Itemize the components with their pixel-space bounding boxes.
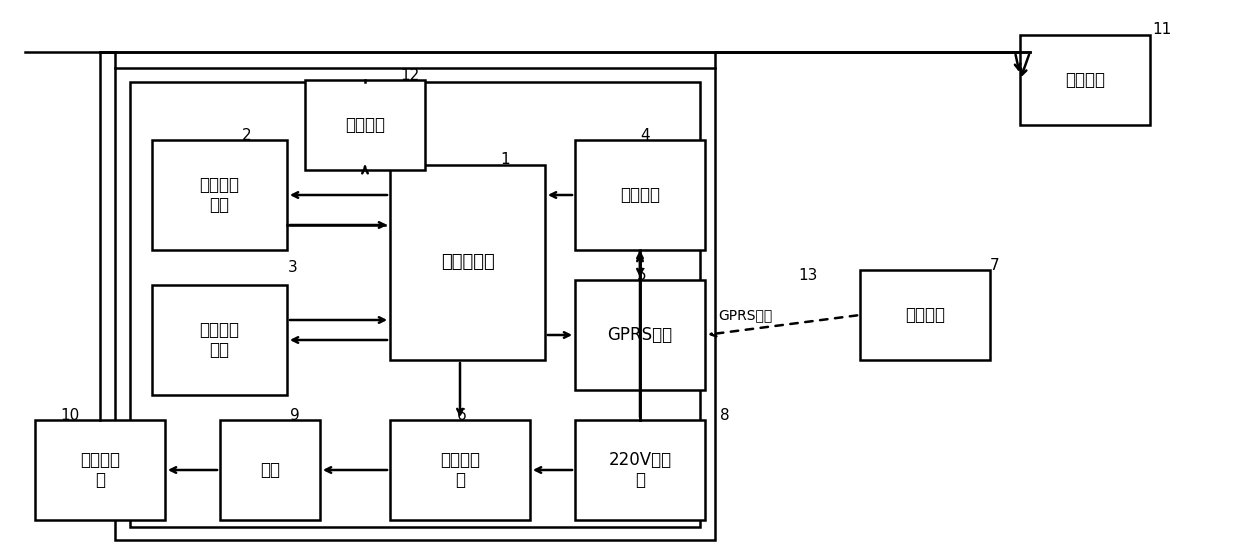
Text: 家中水缸: 家中水缸	[1065, 71, 1105, 89]
Bar	[1021, 35, 1149, 125]
Text: 核心控制器: 核心控制器	[440, 254, 495, 271]
Bar	[130, 82, 701, 527]
Bar	[575, 420, 706, 520]
Text: 10: 10	[60, 408, 79, 423]
Text: 照明模块: 照明模块	[345, 116, 384, 134]
Bar	[219, 420, 320, 520]
Bar	[153, 285, 286, 395]
Text: 家用小水
库: 家用小水 库	[81, 450, 120, 489]
Text: 12: 12	[401, 68, 419, 83]
Text: 7: 7	[990, 258, 999, 273]
Text: 9: 9	[290, 408, 300, 423]
Text: 电源模块: 电源模块	[620, 186, 660, 204]
Text: 13: 13	[799, 268, 817, 283]
Bar	[575, 140, 706, 250]
Text: GPRS网络: GPRS网络	[718, 308, 773, 322]
Text: 11: 11	[1152, 22, 1172, 37]
Text: 8: 8	[720, 408, 729, 423]
Bar	[575, 280, 706, 390]
Text: 5: 5	[637, 268, 646, 283]
Text: 继电器模
块: 继电器模 块	[440, 450, 480, 489]
Text: 水泵: 水泵	[260, 461, 280, 479]
Text: 3: 3	[288, 260, 298, 275]
Text: 1: 1	[500, 152, 510, 167]
Bar	[115, 68, 715, 540]
Bar	[391, 165, 546, 360]
Text: 用户手机: 用户手机	[905, 306, 945, 324]
Bar	[391, 420, 529, 520]
Text: GPRS模块: GPRS模块	[608, 326, 672, 344]
Text: 4: 4	[640, 128, 650, 143]
Bar	[861, 270, 990, 360]
Text: 温度测量
模块: 温度测量 模块	[200, 321, 239, 359]
Bar	[35, 420, 165, 520]
Bar	[305, 80, 425, 170]
Text: 超声测量
模块: 超声测量 模块	[200, 176, 239, 215]
Bar	[153, 140, 286, 250]
Text: 2: 2	[242, 128, 252, 143]
Text: 220V交流
电: 220V交流 电	[609, 450, 672, 489]
Text: 6: 6	[458, 408, 466, 423]
